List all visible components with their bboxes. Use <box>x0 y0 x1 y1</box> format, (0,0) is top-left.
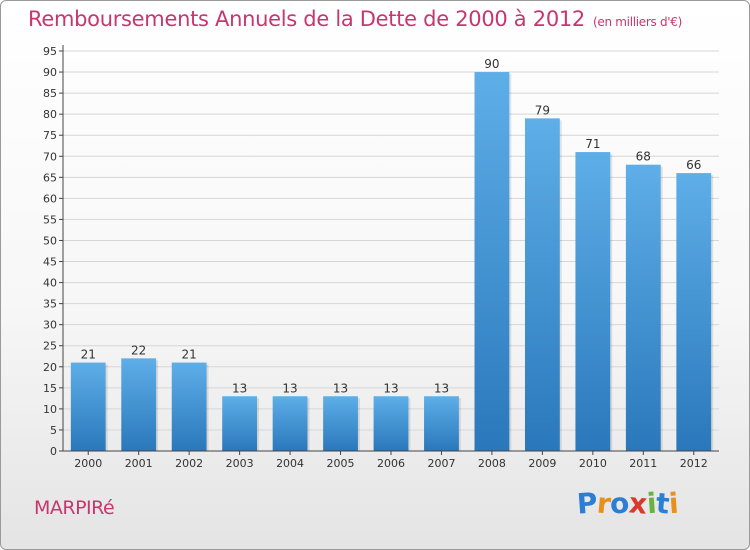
x-tick-label: 2005 <box>327 457 355 470</box>
x-tick-label: 2010 <box>579 457 607 470</box>
y-tick-label: 55 <box>43 213 57 226</box>
y-tick-label: 60 <box>43 192 57 205</box>
bar-value-label: 13 <box>282 381 297 395</box>
bar-value-label: 71 <box>585 137 600 151</box>
y-tick-label: 10 <box>43 403 57 416</box>
y-tick-label: 65 <box>43 171 57 184</box>
bar-value-label: 90 <box>484 57 499 71</box>
x-tick-label: 2008 <box>478 457 506 470</box>
bar-value-label: 79 <box>535 103 550 117</box>
chart-title-text: Remboursements Annuels de la Dette de 20… <box>28 7 585 31</box>
x-tick-label: 2002 <box>175 457 203 470</box>
x-tick-label: 2009 <box>528 457 556 470</box>
bar-2003 <box>222 396 258 451</box>
logo-letter: i <box>667 486 679 521</box>
x-tick-label: 2011 <box>629 457 657 470</box>
y-tick-label: 70 <box>43 150 57 163</box>
x-tick-label: 2007 <box>427 457 455 470</box>
bar-value-label: 13 <box>333 381 348 395</box>
y-tick-label: 15 <box>43 382 57 395</box>
bar-value-label: 13 <box>434 381 449 395</box>
x-tick-label: 2004 <box>276 457 304 470</box>
x-tick-label: 2000 <box>74 457 102 470</box>
y-tick-label: 40 <box>43 277 57 290</box>
y-tick-label: 50 <box>43 234 57 247</box>
logo-letter: x <box>627 486 649 521</box>
bar-2010 <box>575 152 611 452</box>
bar-2004 <box>272 396 308 451</box>
bar-2008 <box>474 72 510 451</box>
bar-2005 <box>323 396 358 451</box>
bar-2001 <box>121 358 157 451</box>
y-tick-label: 30 <box>43 319 57 332</box>
bar-2002 <box>171 362 207 451</box>
commune-name: MARPIRé <box>34 497 115 519</box>
x-tick-label: 2003 <box>226 457 254 470</box>
chart-title: Remboursements Annuels de la Dette de 20… <box>28 7 682 31</box>
y-tick-label: 90 <box>43 66 57 79</box>
bar-2000 <box>70 362 106 451</box>
x-tick-label: 2006 <box>377 457 405 470</box>
y-tick-label: 0 <box>50 445 57 458</box>
proxiti-logo: Proxiti <box>575 486 679 521</box>
y-tick-label: 35 <box>43 298 57 311</box>
bar-2012 <box>676 173 712 451</box>
bar-2011 <box>625 164 661 451</box>
bar-value-label: 21 <box>81 348 96 362</box>
y-tick-label: 25 <box>43 340 57 353</box>
x-tick-label: 2012 <box>680 457 708 470</box>
chart-unit: (en milliers d'€) <box>593 15 683 29</box>
x-tick-label: 2001 <box>125 457 153 470</box>
bar-2007 <box>424 396 459 451</box>
y-tick-label: 85 <box>43 87 57 100</box>
y-tick-label: 45 <box>43 256 57 269</box>
bar-value-label: 22 <box>131 343 146 357</box>
bar-value-label: 68 <box>636 150 651 164</box>
y-tick-label: 20 <box>43 361 57 374</box>
bar-value-label: 13 <box>383 381 398 395</box>
bar-2006 <box>373 396 409 451</box>
y-tick-label: 75 <box>43 129 57 142</box>
y-tick-label: 5 <box>50 424 57 437</box>
y-tick-label: 95 <box>43 45 57 58</box>
bar-value-label: 66 <box>686 158 701 172</box>
bar-value-label: 13 <box>232 381 247 395</box>
y-tick-label: 80 <box>43 108 57 121</box>
bar-value-label: 21 <box>182 348 197 362</box>
logo-letter: P <box>575 486 599 521</box>
bar-2009 <box>524 118 560 452</box>
